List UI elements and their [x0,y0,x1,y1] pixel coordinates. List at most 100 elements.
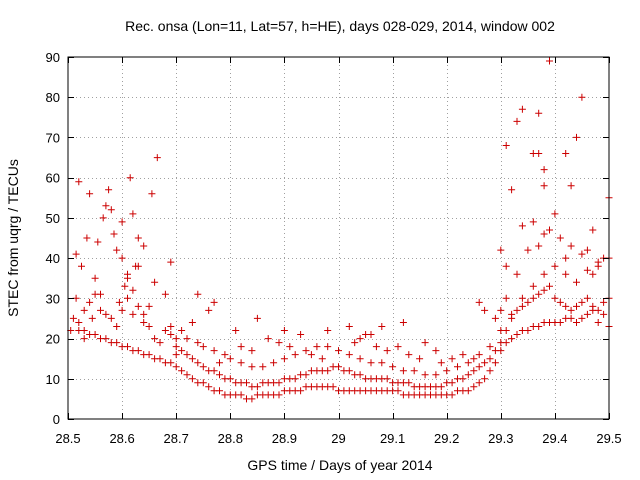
data-point [275,379,283,387]
data-point [324,343,332,351]
x-tick-label: 28.6 [109,431,134,446]
data-point [183,371,191,379]
data-point [172,343,180,351]
data-point [324,367,332,375]
data-point [183,335,191,343]
data-point [86,298,94,306]
data-point [529,282,537,290]
data-point [535,323,543,330]
chart-title: Rec. onsa (Lon=11, Lat=57, h=HE), days 0… [125,18,555,34]
data-point [151,278,159,286]
data-point [216,387,223,395]
data-point [562,270,570,278]
data-point [124,294,131,302]
data-point [529,218,537,226]
data-point [562,150,570,157]
data-point [491,314,499,322]
data-point [148,190,156,198]
data-point [178,327,186,334]
data-point [161,327,169,334]
data-point [178,347,186,355]
data-point [475,351,483,359]
data-point [113,323,121,330]
data-point [475,379,483,387]
data-point [524,327,532,334]
data-point [589,270,597,278]
data-point [573,319,580,326]
data-point [367,331,375,338]
data-point [253,314,261,322]
data-point [156,339,164,347]
data-point [280,327,288,334]
data-point [502,294,510,302]
data-point [491,347,499,355]
data-point [524,298,532,306]
data-point [88,314,96,322]
data-point [210,347,218,355]
data-point [556,298,564,306]
data-point [491,359,499,367]
data-point [145,351,153,359]
x-tick-label: 28.8 [218,431,243,446]
data-point [475,298,483,306]
x-tick-label: 28.5 [55,431,80,446]
x-axis-label: GPS time / Days of year 2014 [247,457,432,473]
data-point [167,323,175,330]
data-point [107,314,115,322]
data-point [232,327,240,334]
x-tick-label: 28.7 [164,431,189,446]
data-point [216,359,223,367]
data-point [583,294,591,302]
data-point [72,250,80,258]
data-point [459,351,467,359]
data-point [464,387,472,395]
x-tick-labels: 28.5 28.6 28.7 28.8 28.9 29 29.1 29.2 29.3 29.4 29… [55,431,621,446]
data-point [107,206,115,214]
data-point [140,242,148,250]
data-point [134,234,142,242]
data-point [140,310,148,318]
data-point [508,186,516,194]
data-point [475,363,483,371]
data-point [583,246,591,254]
data-point [205,306,213,314]
data-point [459,375,467,383]
data-point [248,395,256,403]
data-point [518,105,526,113]
data-point [416,355,424,363]
data-point [99,214,107,222]
data-point [518,294,526,302]
data-point [578,250,586,258]
data-point [600,310,608,318]
data-point [486,343,494,351]
data-point [199,363,207,371]
data-point [578,314,586,322]
data-point [345,351,353,359]
data-point [324,327,332,334]
y-tick-label: 40 [46,251,60,266]
data-point [589,226,597,234]
data-point [226,375,234,383]
data-point [329,383,337,391]
y-tick-label: 60 [46,171,60,186]
data-point [318,355,326,363]
data-point [110,230,118,238]
data-point [562,302,570,310]
data-point [83,234,91,242]
data-point [513,117,521,125]
data-point [464,371,472,379]
data-point [188,375,196,383]
data-point [126,174,134,182]
data-point [594,319,602,326]
y-tick-label: 0 [53,412,60,427]
data-point [145,323,153,330]
data-point [356,371,364,379]
data-point [172,335,180,343]
data-point [513,270,521,278]
data-point [546,57,553,65]
data-point [562,254,570,262]
data-point [161,290,169,298]
data-point [497,246,505,254]
data-point [567,306,575,314]
x-tick-label: 28.9 [272,431,297,446]
